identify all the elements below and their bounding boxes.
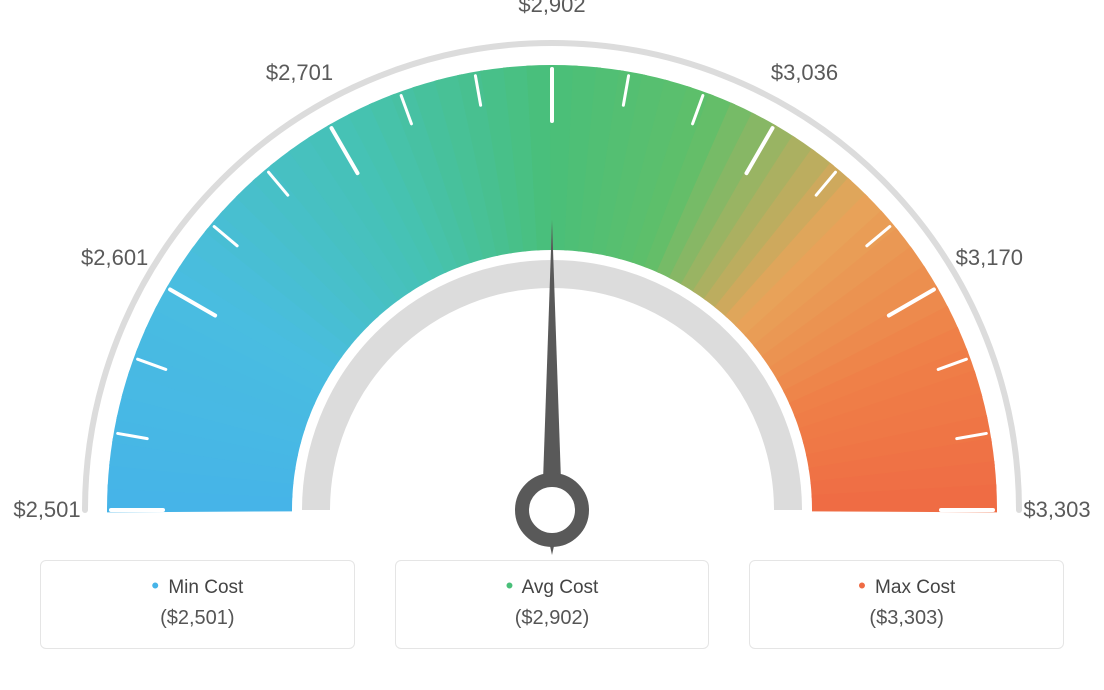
legend-title-max: • Max Cost — [760, 577, 1053, 599]
gauge-tick-label: $2,501 — [13, 497, 80, 523]
legend-label-avg: Avg Cost — [522, 577, 599, 598]
legend-row: • Min Cost ($2,501) • Avg Cost ($2,902) … — [0, 560, 1104, 669]
gauge-tick-label: $2,601 — [81, 245, 148, 271]
gauge-tick-label: $3,303 — [1023, 497, 1090, 523]
legend-value-max: ($3,303) — [760, 607, 1053, 630]
legend-title-min: • Min Cost — [51, 577, 344, 599]
gauge-svg — [0, 0, 1104, 560]
legend-value-min: ($2,501) — [51, 607, 344, 630]
legend-label-min: Min Cost — [168, 577, 243, 598]
legend-card-avg: • Avg Cost ($2,902) — [395, 560, 710, 649]
legend-title-avg: • Avg Cost — [406, 577, 699, 599]
gauge-tick-label: $2,902 — [518, 0, 585, 18]
legend-value-avg: ($2,902) — [406, 607, 699, 630]
gauge-tick-label: $3,170 — [956, 245, 1023, 271]
legend-label-max: Max Cost — [875, 577, 955, 598]
legend-card-max: • Max Cost ($3,303) — [749, 560, 1064, 649]
gauge-tick-label: $2,701 — [266, 60, 333, 86]
legend-card-min: • Min Cost ($2,501) — [40, 560, 355, 649]
cost-gauge: $2,501 $2,601 $2,701 $2,902 $3,036 $3,170 $3,3… — [0, 0, 1104, 560]
gauge-tick-label: $3,036 — [771, 60, 838, 86]
